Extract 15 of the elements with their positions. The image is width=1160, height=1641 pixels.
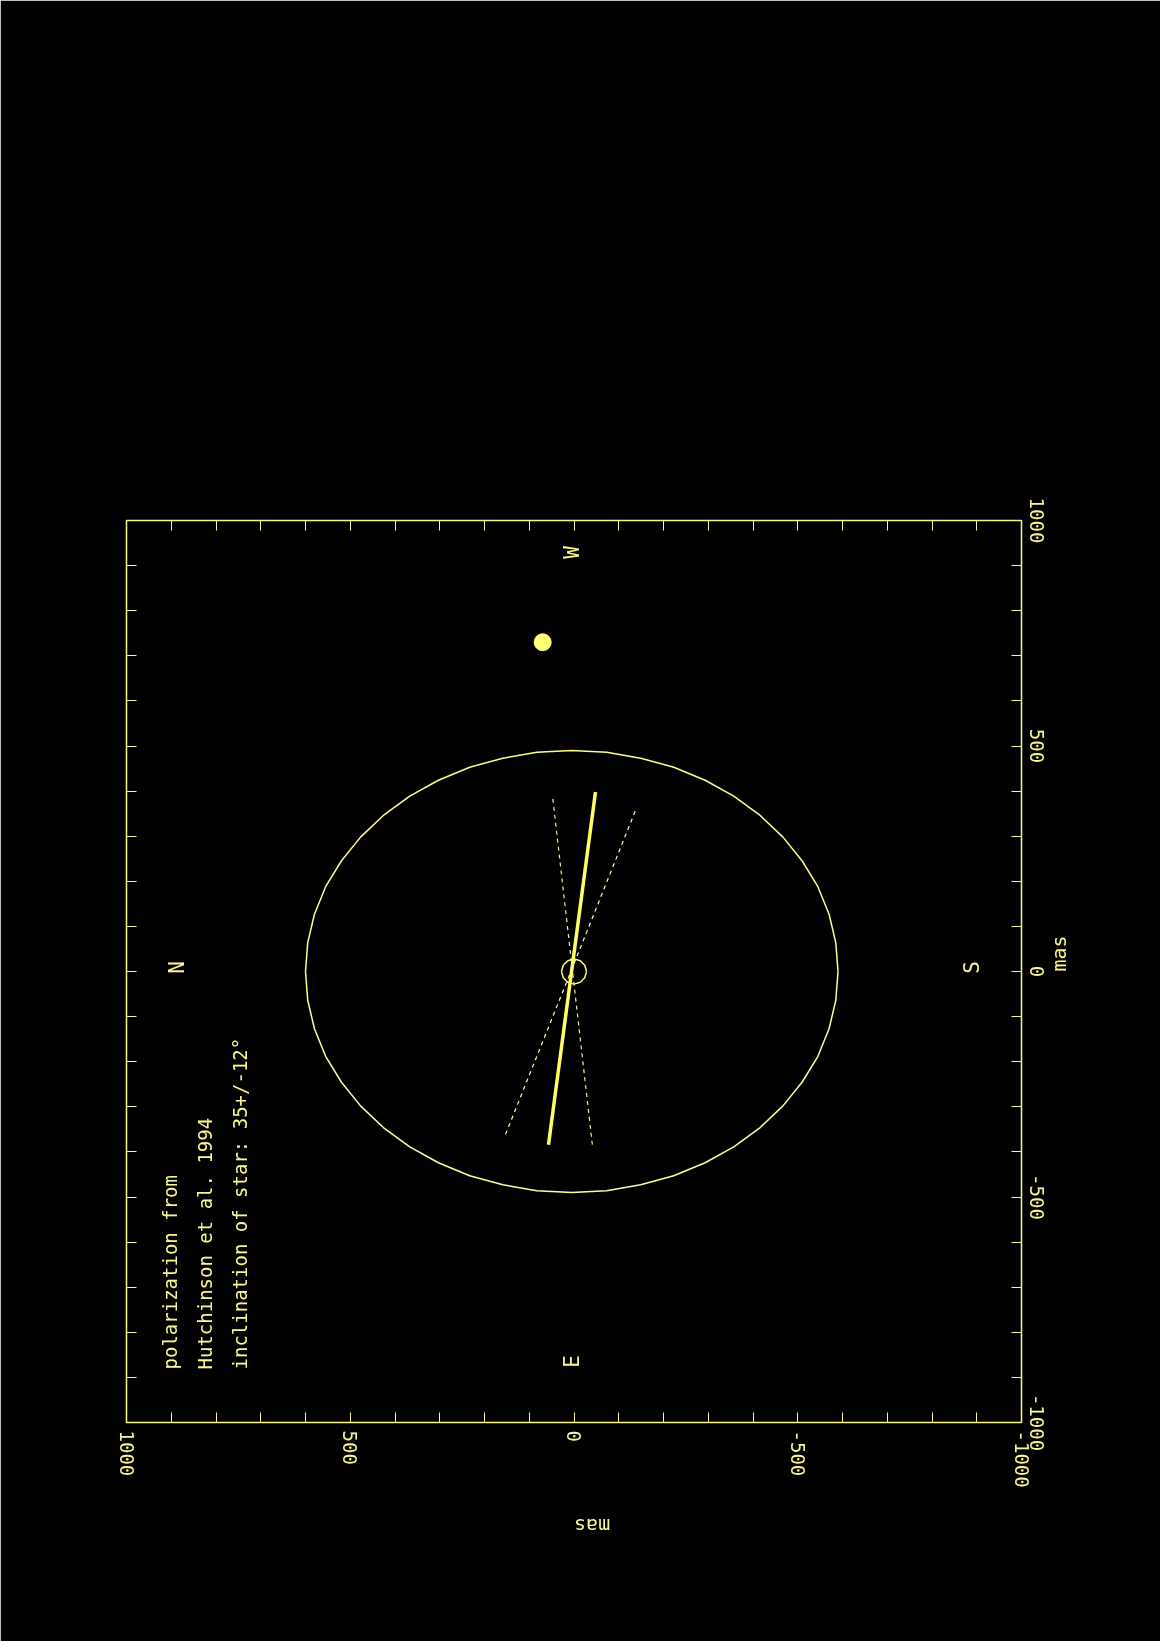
annotation: polarization from Hutchinson et al. 1994 inclination of star: 35+/-12° <box>158 1037 251 1370</box>
x-tick-label: -500 <box>786 1430 809 1477</box>
annotation: S <box>959 961 984 974</box>
annotation: E <box>559 1355 584 1368</box>
y-tick-label: -500 <box>1025 1174 1048 1220</box>
x-tick-label: 0 <box>563 1430 585 1442</box>
x-tick-label: 1000 <box>115 1430 138 1477</box>
y-axis-title: mas <box>1046 935 1071 972</box>
x-tick-label: 500 <box>339 1430 362 1465</box>
y-tick-label: 0 <box>1025 965 1048 978</box>
y-tick-label: 500 <box>1025 728 1048 764</box>
annotation: N <box>164 961 189 974</box>
y-tick-label: 1000 <box>1025 497 1048 544</box>
annotation: W <box>559 545 584 559</box>
x-axis-title: mas <box>574 1513 611 1538</box>
